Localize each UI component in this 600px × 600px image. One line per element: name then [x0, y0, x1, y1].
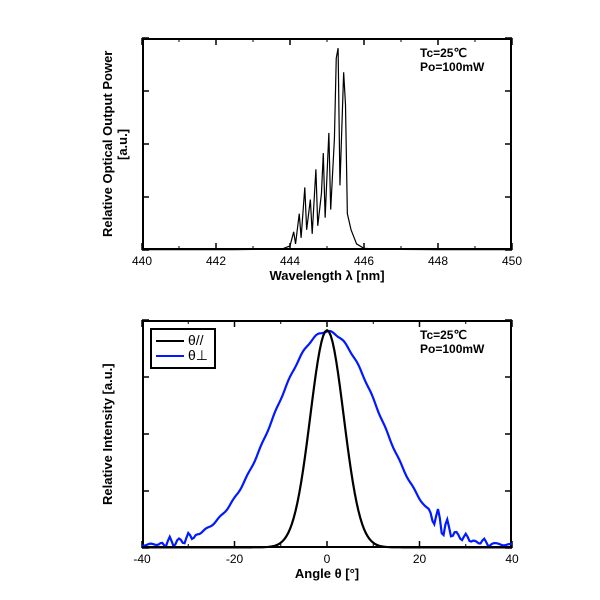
bottom-plot-svg	[0, 0, 600, 600]
figure-page: { "background_color":"#ffffff", "top":{ …	[0, 0, 600, 600]
